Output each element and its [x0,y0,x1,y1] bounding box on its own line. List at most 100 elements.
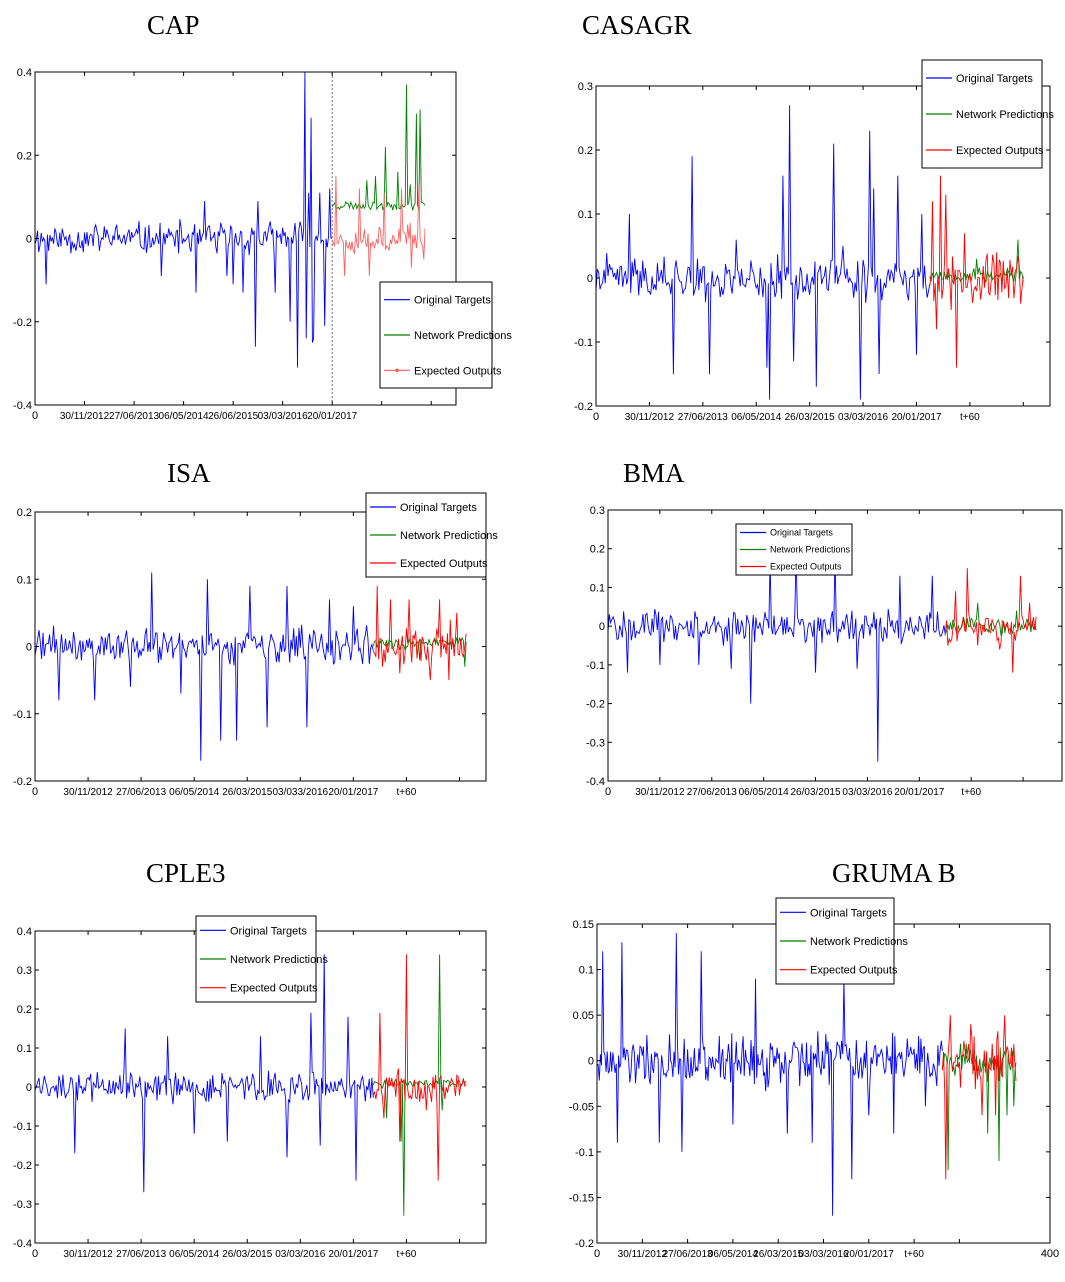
y-tick-label: 0 [26,234,32,246]
chart-title-bma: BMA [623,458,685,488]
x-tick-label: 03/033/2016 [272,787,328,798]
y-tick-label: 0.2 [17,1004,32,1016]
x-tick-label: 400 [1041,1248,1059,1260]
x-tick-label: 26/03/2015 [753,1249,803,1260]
x-tick-label: t+60 [397,787,417,798]
x-tick-label: 0 [32,410,38,422]
x-tick-label: 03/03/2016 [275,1249,325,1260]
x-tick-label: 03/03/2016 [838,412,888,423]
series-line-1 [596,105,931,400]
x-tick-label: 26/03/2015 [785,412,835,423]
y-tick-label: 0.2 [17,150,32,162]
series-group [35,572,467,761]
series-line-3 [372,585,467,681]
chart-title-cap: CAP [147,10,200,40]
legend: Original Targets Network Predictions Expec… [195,915,328,1003]
series-line-1 [35,954,374,1193]
x-tick-label: 03/03/2016 [258,411,308,422]
legend-marker [395,368,399,373]
series-line-1 [597,933,943,1216]
series-line-3 [331,176,426,277]
y-tick-label: 0 [588,1056,594,1068]
x-tick-label: 26/03/2015 [791,787,841,798]
y-tick-label: 0.4 [17,67,32,79]
y-tick-label: 0.05 [573,1010,594,1022]
y-tick-label: 0.1 [17,574,32,586]
legend: Original Targets Network Predictions Expec… [365,492,498,578]
x-tick-label: 20/01/2017 [307,411,357,422]
legend-label: Expected Outputs [230,983,318,995]
legend-label: Network Predictions [770,545,851,555]
y-tick-label: -0.2 [13,1160,32,1172]
x-tick-label: 30/11/2012 [60,411,110,422]
y-tick-label: 0 [26,1082,32,1094]
plot-frame [607,509,1063,782]
x-tick-label: 0 [32,786,38,798]
series-line-3 [944,568,1037,673]
x-tick-label: 20/01/2017 [894,787,944,798]
legend-label: Network Predictions [230,954,328,966]
y-tick-label: -0.1 [586,660,605,672]
legend: Original Targets Network Predictions Expec… [775,897,908,985]
x-tick-label: 27/06/2013 [663,1249,713,1260]
x-tick-label: t+60 [397,1249,417,1260]
x-tick-label: t+60 [904,1249,924,1260]
legend-label: Original Targets [956,73,1033,85]
y-tick-label: -0.1 [13,1121,32,1133]
x-tick-label: 06/05/2014 [159,411,209,422]
legend-label: Network Predictions [400,530,498,542]
legend-label: Network Predictions [414,330,512,342]
y-tick-label: 0 [587,273,593,285]
series-line-1 [35,72,333,368]
y-tick-label: 0.3 [590,505,605,517]
series-line-2 [372,636,467,667]
x-tick-label: 27/06/2013 [116,1249,166,1260]
y-tick-label: -0.4 [586,776,605,788]
y-tick-label: -0.1 [575,1147,594,1159]
x-tick-label: 0 [594,1248,600,1260]
y-tick-label: 0.3 [17,965,32,977]
legend-label: Expected Outputs [956,145,1044,157]
series-line-3 [929,175,1024,368]
y-tick-label: -0.15 [569,1192,594,1204]
chart-title-cple3: CPLE3 [146,858,226,888]
x-tick-label: 26/06/2015 [208,411,258,422]
x-tick-label: 0 [593,411,599,423]
x-tick-label: 06/05/2014 [708,1249,758,1260]
legend-label: Expected Outputs [810,965,898,977]
y-tick-label: -0.1 [13,709,32,721]
x-tick-label: t+60 [961,787,981,798]
x-tick-label: 27/06/2013 [109,411,159,422]
y-tick-label: 0 [26,642,32,654]
y-tick-label: 0.1 [17,1043,32,1055]
chart-title-gruma-b: GRUMA B [832,858,956,888]
y-tick-label: -0.2 [13,776,32,788]
chart-title-casagr: CASAGR [582,10,692,40]
x-tick-label: 03/03/2016 [798,1249,848,1260]
y-tick-label: -0.3 [586,737,605,749]
y-tick-label: -0.1 [574,337,593,349]
x-tick-label: t+60 [960,412,980,423]
y-tick-label: -0.3 [13,1199,32,1211]
legend-label: Original Targets [230,925,307,937]
x-tick-label: 20/01/2017 [844,1249,894,1260]
x-tick-label: 30/11/2012 [63,1249,113,1260]
legend-label: Original Targets [400,502,477,514]
legend-label: Network Predictions [956,109,1054,121]
y-tick-label: -0.2 [586,699,605,711]
y-tick-label: 0.4 [17,926,32,938]
legend-label: Network Predictions [810,936,908,948]
y-tick-label: 0.2 [578,145,593,157]
y-tick-label: 0 [599,621,605,633]
x-tick-label: 06/05/2014 [739,787,789,798]
x-tick-label: 20/01/2017 [891,412,941,423]
series-group [35,954,467,1216]
x-tick-label: 20/01/2017 [328,1249,378,1260]
x-tick-label: 03/03/2016 [842,787,892,798]
legend: Original Targets Network Predictions Expec… [735,523,853,576]
series-line-1 [35,572,374,761]
